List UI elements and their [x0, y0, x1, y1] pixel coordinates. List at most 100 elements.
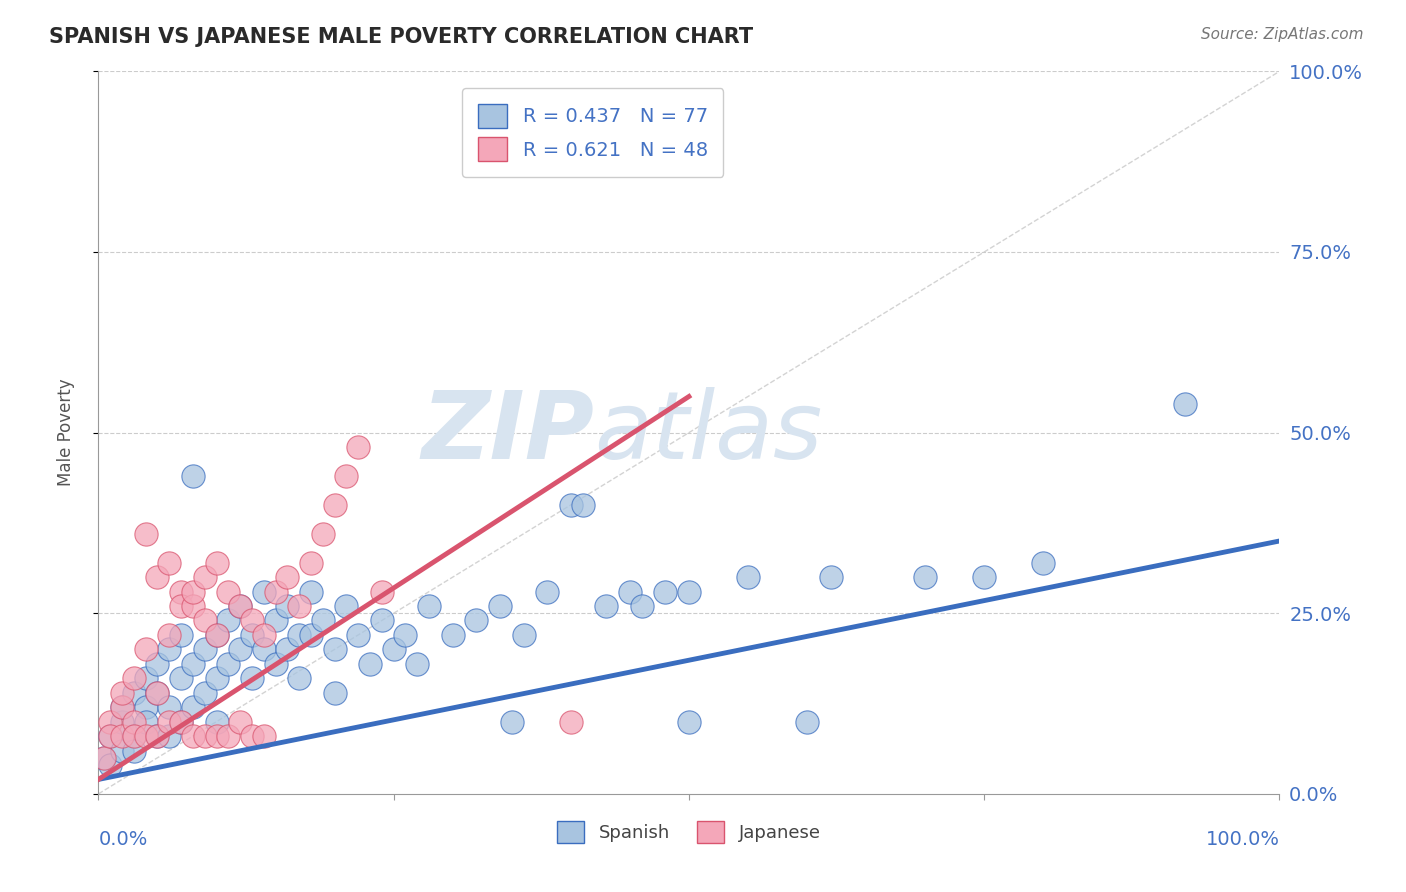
Point: [276, 642, 298, 657]
Point: [654, 584, 676, 599]
Point: [205, 729, 228, 743]
Point: [276, 599, 298, 613]
Point: [135, 700, 157, 714]
Point: [253, 642, 276, 657]
Text: ZIP: ZIP: [422, 386, 595, 479]
Point: [194, 614, 217, 628]
Point: [170, 584, 193, 599]
Point: [323, 498, 346, 512]
Point: [98, 714, 121, 729]
Point: [501, 714, 523, 729]
Point: [264, 584, 287, 599]
Point: [441, 628, 464, 642]
Point: [288, 671, 311, 685]
Point: [170, 671, 193, 685]
Point: [146, 686, 169, 700]
Point: [146, 729, 169, 743]
Point: [217, 729, 239, 743]
Point: [394, 628, 416, 642]
Point: [1174, 397, 1197, 411]
Point: [135, 671, 157, 685]
Point: [170, 599, 193, 613]
Point: [181, 469, 204, 483]
Point: [560, 498, 582, 512]
Point: [111, 700, 134, 714]
Point: [194, 729, 217, 743]
Point: [181, 599, 204, 613]
Point: [288, 628, 311, 642]
Point: [240, 614, 263, 628]
Point: [299, 556, 322, 570]
Point: [371, 614, 394, 628]
Point: [914, 570, 936, 584]
Point: [299, 584, 322, 599]
Point: [146, 657, 169, 671]
Point: [122, 729, 145, 743]
Text: Source: ZipAtlas.com: Source: ZipAtlas.com: [1201, 27, 1364, 42]
Point: [146, 729, 169, 743]
Point: [264, 614, 287, 628]
Point: [122, 714, 145, 729]
Point: [323, 686, 346, 700]
Point: [111, 743, 134, 757]
Point: [619, 584, 641, 599]
Point: [170, 714, 193, 729]
Point: [1032, 556, 1054, 570]
Point: [489, 599, 512, 613]
Text: 100.0%: 100.0%: [1205, 830, 1279, 849]
Point: [359, 657, 381, 671]
Point: [560, 714, 582, 729]
Point: [312, 526, 335, 541]
Point: [122, 743, 145, 757]
Point: [323, 642, 346, 657]
Point: [205, 556, 228, 570]
Point: [312, 614, 335, 628]
Text: SPANISH VS JAPANESE MALE POVERTY CORRELATION CHART: SPANISH VS JAPANESE MALE POVERTY CORRELA…: [49, 27, 754, 46]
Point: [571, 498, 593, 512]
Point: [157, 556, 180, 570]
Point: [181, 657, 204, 671]
Point: [288, 599, 311, 613]
Point: [157, 729, 180, 743]
Point: [122, 729, 145, 743]
Point: [135, 642, 157, 657]
Point: [229, 642, 252, 657]
Point: [536, 584, 558, 599]
Point: [630, 599, 652, 613]
Point: [678, 584, 700, 599]
Point: [205, 714, 228, 729]
Point: [205, 628, 228, 642]
Point: [678, 714, 700, 729]
Point: [347, 440, 370, 454]
Point: [111, 714, 134, 729]
Point: [253, 584, 276, 599]
Point: [229, 714, 252, 729]
Legend: Spanish, Japanese: Spanish, Japanese: [550, 814, 828, 850]
Point: [299, 628, 322, 642]
Point: [122, 671, 145, 685]
Point: [98, 729, 121, 743]
Point: [157, 642, 180, 657]
Point: [170, 714, 193, 729]
Point: [111, 686, 134, 700]
Point: [181, 729, 204, 743]
Point: [157, 714, 180, 729]
Point: [181, 700, 204, 714]
Point: [98, 729, 121, 743]
Point: [194, 570, 217, 584]
Point: [217, 614, 239, 628]
Point: [111, 700, 134, 714]
Text: atlas: atlas: [595, 387, 823, 478]
Point: [418, 599, 440, 613]
Point: [111, 729, 134, 743]
Point: [229, 599, 252, 613]
Point: [229, 599, 252, 613]
Point: [135, 729, 157, 743]
Point: [335, 469, 357, 483]
Point: [276, 570, 298, 584]
Point: [146, 686, 169, 700]
Point: [181, 584, 204, 599]
Point: [264, 657, 287, 671]
Point: [335, 599, 357, 613]
Point: [194, 686, 217, 700]
